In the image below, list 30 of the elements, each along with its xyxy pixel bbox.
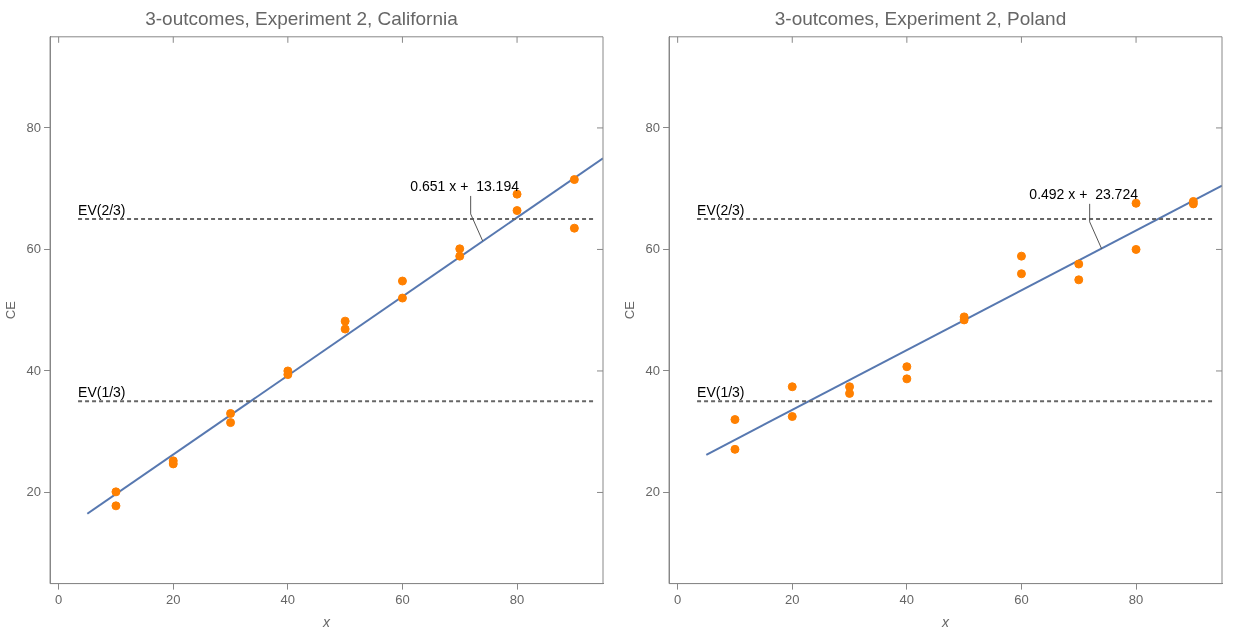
x-tick-label: 0 (674, 591, 682, 607)
x-tick-label: 20 (166, 591, 181, 607)
x-tick-label: 0 (55, 591, 63, 607)
x-tick-label: 40 (280, 591, 296, 607)
y-axis-title: CE (622, 300, 638, 320)
y-tick-label: 80 (26, 119, 42, 135)
y-tick-label: 40 (645, 362, 661, 378)
chart-title: 3-outcomes, Experiment 2, California (145, 7, 459, 29)
x-tick-label: 80 (1128, 591, 1144, 607)
y-tick-label: 40 (26, 362, 42, 378)
y-tick-label: 60 (26, 241, 42, 257)
annotation: 0.651 x + 13.194 (410, 177, 520, 194)
annotation: 0.492 x + 23.724 (1029, 185, 1139, 202)
ref-line-label: EV(2/3) (78, 201, 126, 218)
ref-line-label: EV(1/3) (697, 384, 745, 401)
x-tick-label: 60 (395, 591, 410, 607)
x-tick-label: 20 (785, 591, 800, 607)
y-tick-label: 80 (645, 119, 661, 135)
y-tick-label: 60 (645, 241, 661, 257)
ref-line-label: EV(1/3) (78, 384, 126, 401)
chart-title: 3-outcomes, Experiment 2, Poland (774, 7, 1067, 29)
x-tick-label: 60 (1014, 591, 1029, 607)
x-axis-title: x (941, 614, 951, 631)
y-tick-label: 20 (645, 484, 661, 500)
ref-line-label: EV(2/3) (697, 201, 745, 218)
x-tick-label: 40 (899, 591, 915, 607)
x-tick-label: 80 (509, 591, 525, 607)
y-axis-title: CE (3, 300, 19, 320)
x-axis-title: x (322, 614, 332, 631)
y-tick-label: 20 (26, 484, 42, 500)
